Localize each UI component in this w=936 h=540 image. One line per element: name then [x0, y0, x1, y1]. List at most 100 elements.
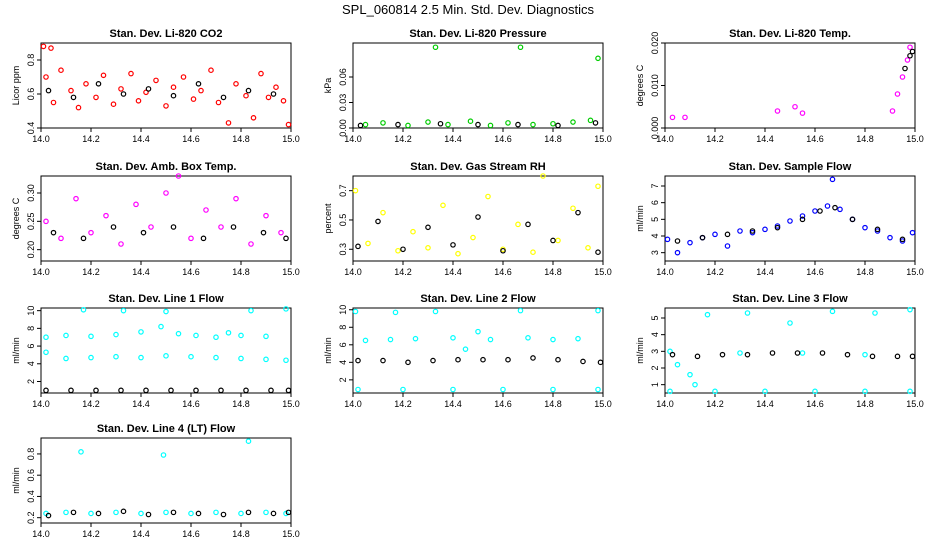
y-axis-label: degrees C — [11, 197, 21, 239]
data-point-selected — [909, 48, 916, 55]
x-tick-label: 14.6 — [806, 267, 824, 277]
data-point-all — [58, 67, 64, 74]
data-point-selected — [45, 87, 52, 94]
data-point-selected — [45, 512, 52, 519]
data-point-selected — [140, 229, 147, 236]
x-tick-label: 15.0 — [594, 399, 612, 409]
data-point-selected — [902, 65, 908, 72]
data-point-all — [799, 110, 806, 116]
data-point-selected — [425, 224, 431, 231]
data-point-selected — [799, 216, 806, 223]
data-point-upper — [450, 334, 456, 341]
x-tick-label: 14.6 — [182, 134, 200, 144]
data-point-selected — [200, 235, 207, 242]
data-point-selected — [70, 509, 77, 516]
data-point-selected — [270, 510, 277, 517]
data-point-all — [570, 119, 576, 125]
data-point-selected — [450, 242, 456, 248]
y-tick-label: 2 — [26, 379, 36, 384]
data-point-all — [674, 249, 681, 256]
data-point-middle — [238, 355, 244, 362]
data-point-all — [432, 44, 439, 51]
x-tick-label: 14.0 — [32, 267, 50, 277]
x-tick-label: 14.4 — [756, 134, 774, 144]
data-point-selected — [899, 236, 906, 243]
x-tick-label: 14.2 — [706, 267, 724, 277]
plot-frame — [352, 175, 604, 262]
y-tick-label: 8 — [26, 326, 36, 331]
data-point-all — [712, 231, 718, 238]
data-point-selected — [580, 358, 586, 365]
data-point-selected — [744, 351, 751, 358]
data-point-all — [799, 213, 806, 219]
data-point-selected — [400, 246, 406, 253]
data-point-upper — [687, 371, 693, 378]
x-tick-label: 14.6 — [806, 399, 824, 409]
data-point-lower — [862, 388, 868, 395]
data-point-selected — [500, 247, 506, 254]
data-point-upper — [392, 309, 399, 316]
x-tick-label: 14.0 — [344, 399, 362, 409]
x-tick-label: 14.4 — [132, 529, 150, 539]
data-point-selected — [909, 353, 916, 360]
data-point-all — [889, 108, 896, 114]
y-tick-label: 0.8 — [26, 448, 36, 461]
data-point-all — [88, 510, 94, 517]
y-tick-label: 0.4 — [26, 122, 36, 135]
data-point-upper — [163, 308, 169, 315]
data-point-upper — [352, 308, 359, 315]
data-point-all — [687, 239, 693, 246]
x-tick-label: 14.2 — [82, 399, 100, 409]
data-point-all — [218, 224, 224, 230]
y-tick-label: 0.25 — [26, 213, 36, 231]
data-point-upper — [283, 306, 289, 312]
x-tick-label: 14.0 — [656, 267, 674, 277]
data-point-upper — [432, 308, 439, 315]
data-point-selected — [437, 120, 444, 127]
panel-title: Stan. Dev. Li-820 Pressure — [409, 28, 546, 40]
data-point-all — [180, 74, 187, 80]
data-point-selected — [170, 92, 177, 99]
y-tick-label: 6 — [338, 342, 348, 347]
y-axis-label: ml/min — [11, 467, 21, 494]
panel-pressure: Stan. Dev. Li-820 Pressure 14.0 14.2 14.4 14… — [323, 28, 612, 144]
data-point-selected — [555, 356, 561, 363]
y-tick-label: 4 — [338, 360, 348, 365]
data-point-upper — [550, 336, 556, 343]
data-point-upper — [487, 336, 494, 343]
data-point-selected — [120, 508, 127, 515]
y-axis-label: degrees C — [635, 64, 645, 106]
data-point-all — [285, 121, 292, 128]
data-point-all — [118, 241, 124, 247]
data-point-selected — [832, 204, 838, 211]
data-point-all — [487, 122, 494, 129]
data-point-all — [380, 209, 386, 216]
data-point-selected — [555, 122, 561, 129]
data-point-selected — [195, 510, 202, 517]
x-tick-label: 14.8 — [544, 267, 562, 277]
data-point-selected — [869, 353, 876, 360]
data-point-selected — [118, 387, 124, 394]
y-tick-label: 4 — [26, 361, 36, 366]
x-tick-label: 14.4 — [132, 134, 150, 144]
data-point-upper — [704, 311, 711, 318]
data-point-upper — [787, 320, 793, 326]
data-point-selected — [283, 235, 289, 242]
data-point-all — [899, 74, 906, 80]
data-point-all — [163, 103, 169, 109]
data-point-all — [485, 193, 491, 200]
data-point-selected — [505, 356, 511, 363]
data-point-middle — [213, 354, 219, 361]
data-point-middle — [113, 353, 119, 360]
data-point-upper — [692, 381, 698, 388]
data-point-selected — [145, 511, 152, 518]
data-point-all — [128, 70, 134, 77]
data-point-all — [724, 243, 731, 249]
data-point-selected — [357, 122, 364, 129]
data-point-all — [188, 235, 194, 242]
data-point-selected — [844, 351, 851, 358]
data-point-all — [669, 114, 676, 121]
x-tick-label: 14.8 — [856, 399, 874, 409]
x-tick-label: 14.0 — [32, 399, 50, 409]
